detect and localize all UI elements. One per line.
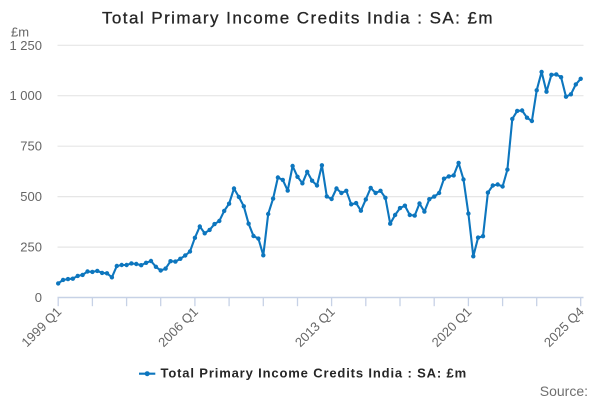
svg-text:250: 250 (20, 240, 42, 255)
svg-text:1 250: 1 250 (9, 38, 42, 53)
svg-text:Total Primary Income Credits I: Total Primary Income Credits India : SA:… (161, 366, 467, 381)
svg-text:0: 0 (35, 290, 42, 305)
svg-text:£m: £m (11, 25, 29, 40)
svg-text:500: 500 (20, 189, 42, 204)
svg-text:Source:: Source: (540, 383, 588, 399)
svg-text:1 000: 1 000 (9, 88, 42, 103)
svg-text:Total Primary Income Credits I: Total Primary Income Credits India : SA:… (102, 9, 494, 28)
svg-text:750: 750 (20, 139, 42, 154)
